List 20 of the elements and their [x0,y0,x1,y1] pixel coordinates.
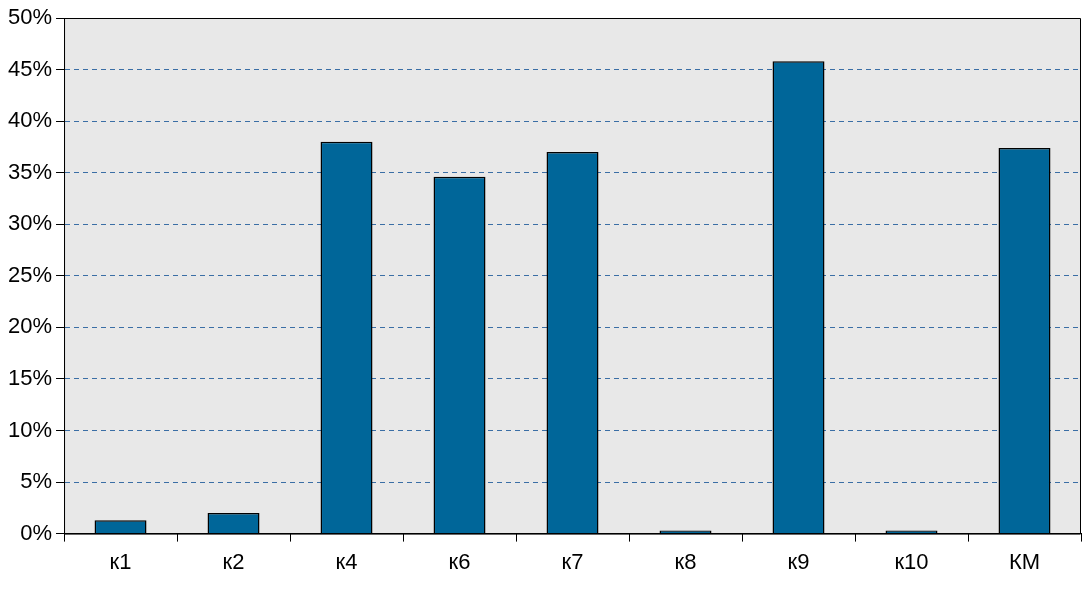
x-tick-label: к10 [894,548,929,574]
y-tick-label: 45% [7,55,53,81]
y-tick-label: 50% [7,4,53,30]
x-tick-label: к1 [109,548,132,574]
y-tick-label: 35% [7,158,53,184]
y-tick-label: 15% [7,364,53,390]
x-tick-label: к6 [448,548,471,574]
x-tick-label: к9 [787,548,810,574]
x-tick-label: КМ [1008,548,1041,574]
x-tick-label: к7 [561,548,584,574]
y-tick-label: 40% [7,107,53,133]
x-tick-label: к2 [222,548,245,574]
y-tick-label: 30% [7,210,53,236]
x-tick-label: к4 [335,548,358,574]
y-tick-label: 10% [7,416,53,442]
y-tick-label: 0% [20,519,53,545]
y-tick-label: 5% [20,468,53,494]
y-tick-label: 25% [7,261,53,287]
y-tick-label: 20% [7,313,53,339]
x-tick-label: к8 [674,548,697,574]
